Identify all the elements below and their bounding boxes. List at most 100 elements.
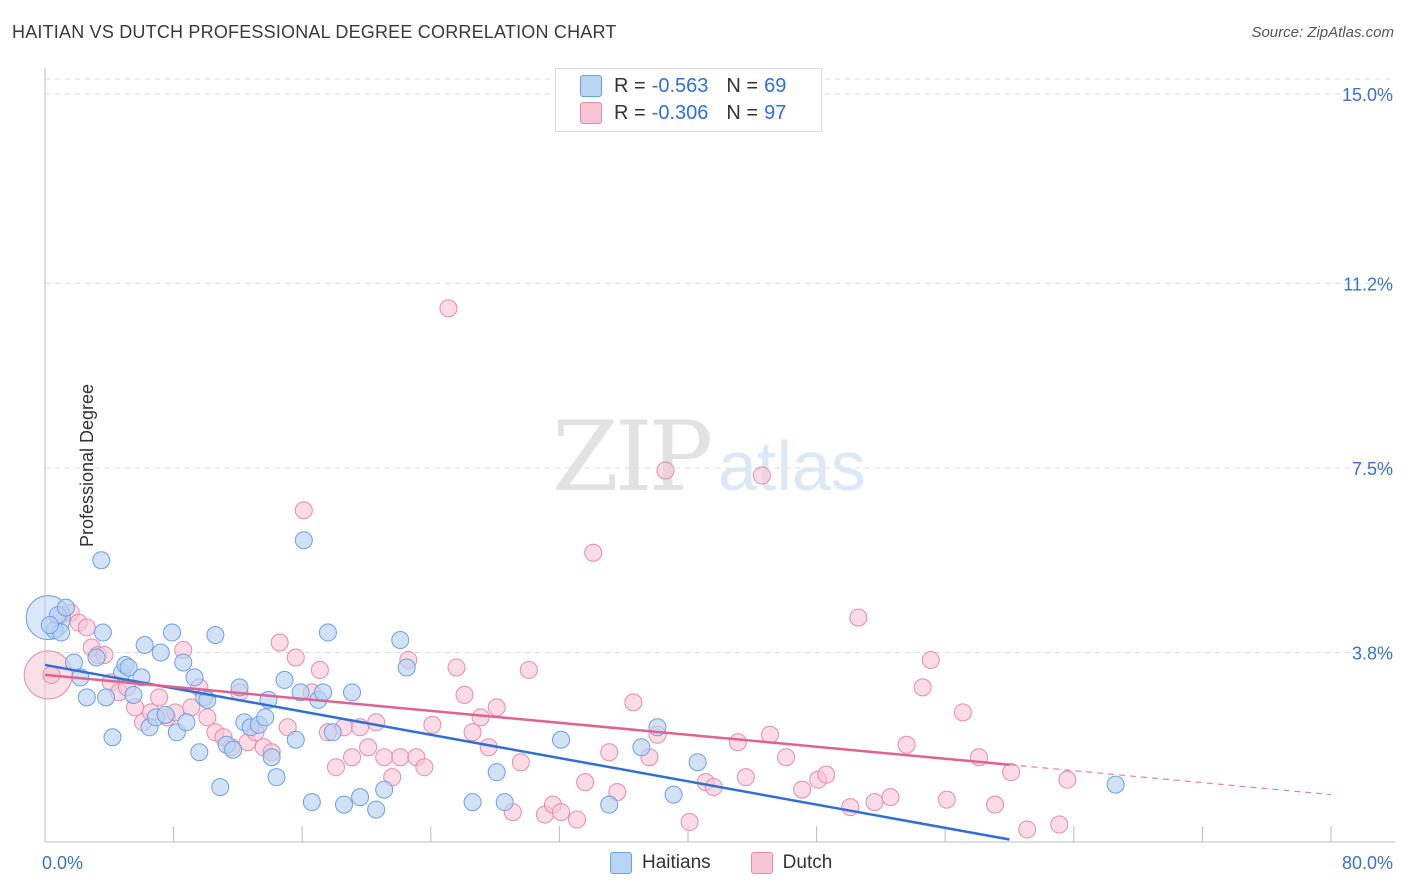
legend-r-haitians: -0.563 — [651, 74, 709, 97]
dutch-point — [865, 793, 884, 812]
haitian-point — [600, 795, 619, 814]
dutch-point — [439, 299, 458, 318]
correlation-legend: R = -0.563 N = 69 R = -0.306 N = 97 — [555, 68, 822, 132]
dutch-point — [576, 773, 595, 792]
watermark-atlas: atlas — [718, 427, 866, 505]
series-legend-haitians[interactable]: Haitians — [610, 852, 711, 874]
dutch-point — [270, 633, 289, 652]
haitian-point — [56, 598, 75, 617]
legend-n-label: N = — [726, 74, 759, 97]
dutch-point — [1058, 770, 1077, 789]
haitian-point — [103, 728, 122, 747]
haitian-point — [367, 800, 386, 819]
dutch-point — [937, 790, 956, 809]
dutch-point — [817, 765, 836, 784]
haitian-point — [286, 730, 305, 749]
haitian-point — [262, 748, 281, 767]
x-tick-label-min: 0.0% — [42, 853, 83, 873]
haitian-point — [92, 551, 111, 570]
dutch-point — [150, 688, 169, 707]
haitian-point — [256, 708, 275, 727]
legend-r-label: R = — [614, 74, 646, 97]
haitian-point — [174, 653, 193, 672]
dutch-point — [656, 461, 675, 480]
chart-title: HAITIAN VS DUTCH PROFESSIONAL DEGREE COR… — [12, 22, 617, 42]
trend-lines — [44, 663, 1332, 841]
dutch-point — [624, 693, 643, 712]
haitian-point — [302, 793, 321, 812]
dutch-point — [921, 650, 940, 669]
dutch-point — [913, 678, 932, 697]
haitian-point — [1106, 775, 1125, 794]
haitian-point — [124, 685, 143, 704]
haitian-point — [87, 648, 106, 667]
haitian-point — [318, 623, 337, 642]
haitian-point — [119, 658, 138, 677]
dutch-point — [326, 758, 345, 777]
legend-r-label: R = — [614, 101, 646, 124]
y-tick-label: 7.5% — [1352, 459, 1393, 479]
series-swatch-dutch — [750, 852, 773, 874]
dutch-point — [728, 733, 747, 752]
haitian-point — [291, 683, 310, 702]
series-label-haitians: Haitians — [642, 852, 711, 873]
haitian-point — [664, 785, 683, 804]
watermark: ZIP atlas — [552, 401, 866, 513]
dutch-point — [897, 735, 916, 754]
haitian-point — [375, 780, 394, 799]
dutch-point — [680, 813, 699, 832]
dutch-point — [584, 543, 603, 562]
x-tick-labels: 0.0% 80.0% — [42, 853, 1393, 873]
haitian-point — [135, 636, 154, 655]
haitian-point — [156, 705, 175, 724]
haitian-point — [314, 683, 333, 702]
dutch-point — [752, 466, 771, 485]
dutch-point — [736, 768, 755, 787]
haitian-point — [206, 626, 225, 645]
y-tick-labels: 3.8% 7.5% 11.2% 15.0% — [1342, 85, 1393, 664]
watermark-zip: ZIP — [552, 401, 711, 513]
legend-swatch-dutch — [580, 102, 602, 124]
dutch-point — [986, 795, 1005, 814]
series-legend-dutch[interactable]: Dutch — [750, 852, 833, 874]
haitian-point — [151, 643, 170, 662]
dutch-point — [198, 708, 217, 727]
dutch-point — [359, 738, 378, 757]
dutch-point — [367, 713, 386, 732]
y-tick-label: 3.8% — [1352, 643, 1393, 663]
dutch-point — [777, 748, 796, 767]
dutch-point — [471, 708, 490, 727]
gridlines — [45, 78, 1395, 653]
haitian-point — [334, 795, 353, 814]
haitian-point — [495, 793, 514, 812]
series-legend: Haitians Dutch — [610, 852, 872, 874]
dutch-point — [294, 501, 313, 520]
haitian-point — [343, 683, 362, 702]
haitian-point — [351, 788, 370, 807]
haitian-point — [323, 723, 342, 742]
dutch-point — [519, 660, 538, 679]
haitian-point — [275, 670, 294, 689]
dutch-point — [600, 743, 619, 762]
haitian-point — [40, 616, 59, 635]
dutch-point — [849, 608, 868, 627]
haitian-point — [93, 623, 112, 642]
haitian-point — [294, 531, 313, 550]
haitian-point — [77, 688, 96, 707]
source-label: Source: ZipAtlas.com — [1251, 24, 1394, 41]
haitian-point — [552, 730, 571, 749]
haitian-point — [185, 668, 204, 687]
legend-swatch-haitians — [580, 75, 602, 97]
legend-n-dutch: 97 — [764, 101, 787, 124]
dutch-point — [286, 648, 305, 667]
dutch-point — [375, 748, 394, 767]
dutch-point — [455, 685, 474, 704]
haitian-point — [632, 738, 651, 757]
legend-n-label: N = — [726, 101, 759, 124]
dutch-point — [423, 715, 442, 734]
series-label-dutch: Dutch — [782, 852, 833, 873]
dutch-point — [310, 660, 329, 679]
dutch-point — [1018, 820, 1037, 839]
dutch-point — [463, 723, 482, 742]
